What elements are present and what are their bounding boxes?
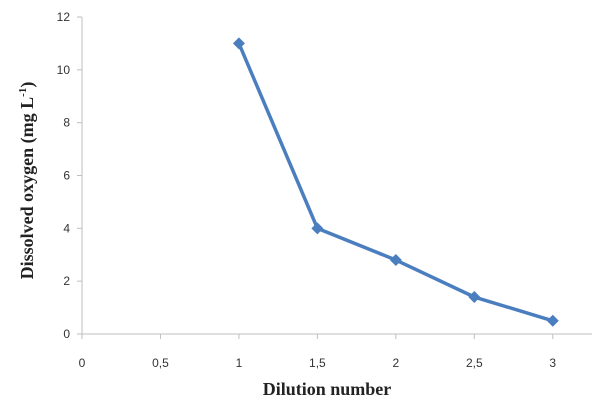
y-tick-label: 10: [57, 63, 71, 77]
data-point-marker: [232, 37, 245, 50]
data-point-marker: [546, 314, 559, 327]
x-tick-label: 2,5: [466, 356, 483, 370]
y-axis-title-superscript: -1: [17, 88, 29, 97]
data-point-marker: [389, 254, 402, 267]
data-point-marker: [311, 222, 324, 235]
x-ticks: 0 0,5 1 1,5 2 2,5 3: [79, 334, 556, 370]
y-tick-label: 12: [57, 10, 71, 24]
y-axis-title-close: ): [17, 82, 38, 88]
series-line: [237, 41, 555, 323]
x-tick-label: 0,5: [152, 356, 169, 370]
x-axis-title: Dilution number: [263, 379, 392, 399]
y-tick-label: 2: [63, 274, 70, 288]
y-ticks: 0 2 4 6 8 10 12: [57, 10, 82, 341]
y-axis-title: Dissolved oxygen (mg L-1): [17, 82, 38, 280]
series-layer: [232, 37, 559, 327]
x-tick-label: 0: [79, 356, 86, 370]
x-tick-label: 1,5: [309, 356, 326, 370]
y-axis-title-main: Dissolved oxygen (mg L: [17, 97, 38, 280]
y-tick-label: 4: [63, 221, 70, 235]
y-tick-label: 8: [63, 116, 70, 130]
data-point-marker: [468, 291, 481, 304]
x-tick-label: 1: [236, 356, 243, 370]
y-tick-label: 6: [63, 169, 70, 183]
x-tick-label: 2: [393, 356, 400, 370]
x-tick-label: 3: [549, 356, 556, 370]
y-tick-label: 0: [63, 327, 70, 341]
axes: [81, 17, 592, 335]
